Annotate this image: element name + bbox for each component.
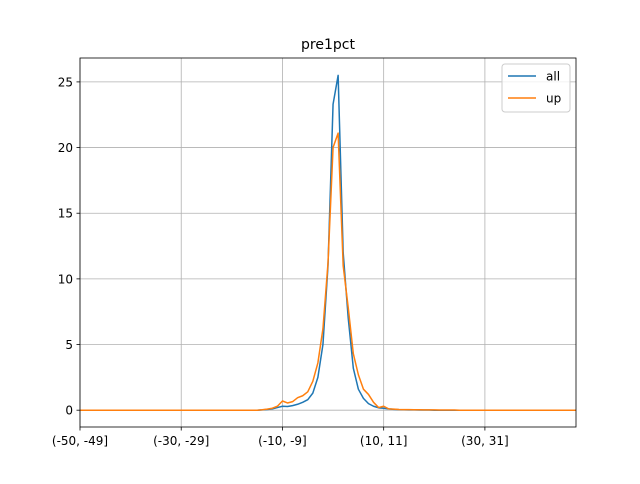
y-tick: 15 [58,207,80,221]
x-tick-label: (30, 31] [461,434,509,448]
y-tick-label: 5 [65,338,73,352]
x-tick-label: (-30, -29] [153,434,209,448]
y-tick-label: 0 [65,404,73,418]
y-tick-label: 25 [58,75,73,89]
legend: all up [501,63,571,113]
y-tick-label: 15 [58,207,73,221]
x-tick-label: (-50, -49] [52,434,108,448]
y-tick: 0 [65,404,80,418]
series-line-up [80,132,576,411]
chart-title: pre1pct [301,37,355,53]
x-tick: (-50, -49] [52,427,108,448]
x-tick: (10, 11] [360,427,408,448]
y-axis: 0 5 10 15 20 25 [58,75,80,418]
y-tick: 25 [58,75,80,89]
legend-label-all: all [546,70,560,84]
y-tick-label: 10 [58,272,73,286]
x-tick: (-10, -9] [258,427,307,448]
y-tick: 10 [58,272,80,286]
grid [79,58,576,427]
y-tick-label: 20 [58,141,73,155]
axes-frame [79,57,577,428]
x-tick-label: (10, 11] [360,434,408,448]
y-tick: 5 [65,338,80,352]
x-axis: (-50, -49] (-30, -29] (-10, -9] (10, 11] (30… [52,427,509,448]
x-tick-label: (-10, -9] [258,434,307,448]
x-tick: (30, 31] [461,427,509,448]
x-tick: (-30, -29] [153,427,209,448]
legend-label-up: up [546,92,561,106]
y-tick: 20 [58,141,80,155]
series-layer [80,74,576,411]
